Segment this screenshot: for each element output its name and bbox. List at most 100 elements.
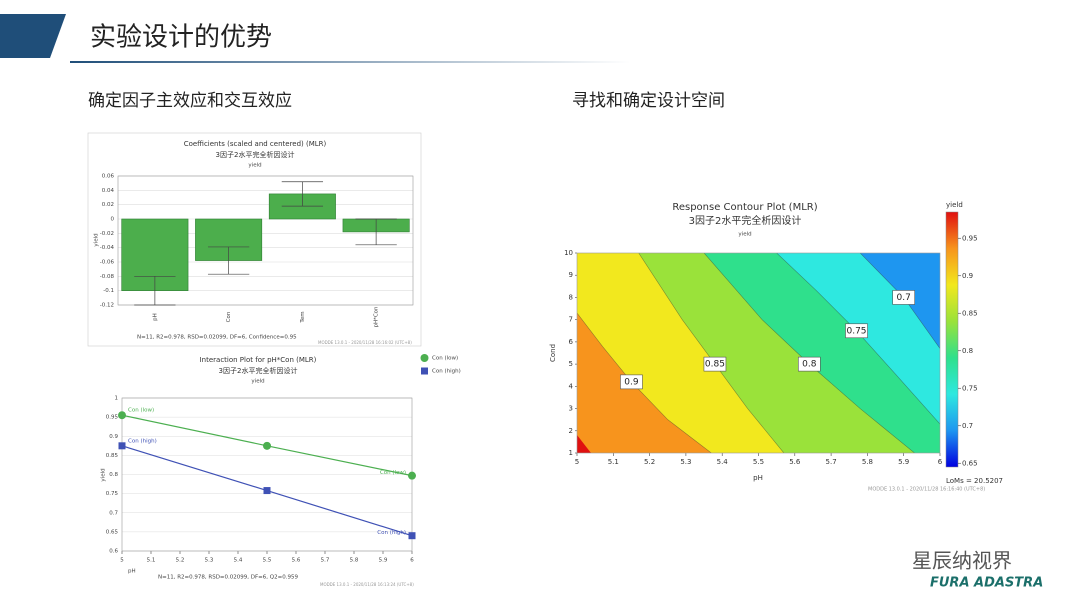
response-label: yield xyxy=(251,379,264,385)
colorbar-tick-label: 0.65 xyxy=(962,459,978,467)
x-tick-label: 5.7 xyxy=(321,558,330,564)
y-tick-label: 7 xyxy=(569,316,573,324)
y-tick-label: 0.7 xyxy=(109,510,118,516)
plot-frame xyxy=(576,252,941,454)
level-label: 0.9 xyxy=(624,377,639,387)
colorbar-tick-label: 0.75 xyxy=(962,384,978,392)
level-label-box xyxy=(892,290,916,305)
contour-chart: Response Contour Plot (MLR)3因子2水平完全析因设计 y… xyxy=(549,201,1003,493)
level-label-box xyxy=(845,323,868,339)
x-tick-label: 5.6 xyxy=(789,458,801,466)
coefficient-chart: Coefficients (scaled and centered) (MLR)… xyxy=(87,132,422,347)
x-tick-label: 5.7 xyxy=(826,458,837,466)
y-tick-label: 0.02 xyxy=(102,202,114,208)
marker xyxy=(408,471,416,480)
contour-corner xyxy=(577,435,591,453)
chart-title: Interaction Plot for pH*Con (MLR) xyxy=(200,356,317,364)
y-tick-label: 9 xyxy=(569,271,573,279)
y-tick-label: 0.6 xyxy=(109,549,118,555)
software: MODDE 13.0.1 - 2020/11/28 16:16:02 (UTC+… xyxy=(318,340,412,345)
point-label: Con (low) xyxy=(128,408,154,414)
level-label: 0.8 xyxy=(802,360,817,370)
header-rule xyxy=(70,61,630,63)
chart-subtitle: 3因子2水平完全析因设计 xyxy=(216,150,295,159)
x-tick-label: 5.5 xyxy=(753,458,764,466)
y-tick-label: 1 xyxy=(569,449,573,457)
y-tick-label: -0.04 xyxy=(100,245,115,251)
y-tick-label: -0.1 xyxy=(103,288,114,294)
y-tick-label: 5 xyxy=(569,360,573,368)
marker xyxy=(408,532,416,540)
x-tick-label: 5.1 xyxy=(147,558,156,564)
legend-marker xyxy=(420,354,429,362)
x-axis-label: pH xyxy=(753,474,763,482)
software: MODDE 13.0.1 - 2020/11/28 16:16:40 (UTC+… xyxy=(868,487,985,493)
colorbar xyxy=(945,211,959,468)
legend-label: Con (low) xyxy=(432,356,458,362)
y-tick-label: 0.95 xyxy=(106,415,119,421)
x-tick-label: Con xyxy=(226,311,232,322)
y-axis-label: Cond xyxy=(549,344,557,362)
chart-subtitle: 3因子2水平完全析因设计 xyxy=(219,366,298,375)
marker xyxy=(263,441,271,450)
level-label: 0.85 xyxy=(705,360,725,370)
y-tick-label: 0.85 xyxy=(106,453,119,459)
level-label: 0.7 xyxy=(897,293,911,303)
legend-marker xyxy=(421,367,428,375)
y-tick-label: 0.9 xyxy=(109,434,118,440)
x-axis-label: pH xyxy=(128,569,136,575)
y-tick-label: 0 xyxy=(111,217,115,223)
y-tick-label: 1 xyxy=(115,396,119,402)
colorbar-title: yield xyxy=(946,201,963,209)
y-tick-label: 0.65 xyxy=(106,529,119,535)
chart-frame xyxy=(87,132,422,347)
right-heading: 寻找和确定设计空间 xyxy=(572,91,725,111)
x-tick-label: 5.9 xyxy=(379,558,388,564)
x-tick-label: pH xyxy=(152,313,158,321)
x-tick-label: 5.8 xyxy=(350,558,359,564)
footnote: N=11, R2=0.978, RSD=0.02099, DF=6, Q2=0.… xyxy=(158,575,298,581)
chart-subtitle: 3因子2水平完全析因设计 xyxy=(689,214,802,227)
x-tick-label: 5.3 xyxy=(205,558,214,564)
x-tick-label: 5 xyxy=(120,558,124,564)
colorbar-tick-label: 0.9 xyxy=(962,272,973,280)
y-tick-label: 6 xyxy=(569,338,574,346)
contour-band xyxy=(860,253,940,349)
note: LoMs = 20.5207 xyxy=(946,477,1003,485)
slide-title: 实验设计的优势 xyxy=(90,23,272,53)
contour-area xyxy=(577,253,940,453)
x-tick-label: 5.2 xyxy=(644,458,655,466)
header-shape xyxy=(0,14,66,58)
level-label-box xyxy=(620,374,643,390)
colorbar-tick-label: 0.8 xyxy=(962,347,973,355)
brand: 星辰纳视界 xyxy=(912,549,1012,573)
left-heading: 确定因子主效应和交互效应 xyxy=(88,91,292,111)
footnote: N=11, R2=0.978, RSD=0.02099, DF=6, Confi… xyxy=(137,335,297,341)
colorbar-tick-label: 0.7 xyxy=(962,422,973,430)
plot-frame xyxy=(117,175,414,306)
logo: FURA ADASTRA xyxy=(930,576,1043,591)
y-tick-label: 0.06 xyxy=(102,174,115,180)
level-label-box xyxy=(703,356,727,372)
y-tick-label: 4 xyxy=(569,382,574,390)
response-label: yield xyxy=(248,163,261,169)
x-tick-label: Tem xyxy=(300,311,306,323)
x-tick-label: pH*Con xyxy=(374,306,380,328)
y-tick-label: 10 xyxy=(564,249,573,257)
y-axis-label: yield xyxy=(94,233,100,246)
interaction-chart: Interaction Plot for pH*Con (MLR) 3因子2水平完… xyxy=(101,354,461,587)
y-tick-label: 8 xyxy=(569,293,573,301)
y-tick-label: -0.08 xyxy=(100,274,115,280)
level-label-box xyxy=(798,356,821,372)
y-tick-label: 0.75 xyxy=(106,491,119,497)
point-label: Con (high) xyxy=(377,530,406,536)
x-tick-label: 5.3 xyxy=(680,458,691,466)
colorbar-tick-label: 0.85 xyxy=(962,309,978,317)
x-tick-label: 5.4 xyxy=(717,458,729,466)
y-tick-label: 0.04 xyxy=(102,188,115,194)
y-tick-label: 0.8 xyxy=(109,472,118,478)
x-tick-label: 5.5 xyxy=(263,558,272,564)
x-tick-label: 6 xyxy=(938,458,943,466)
marker xyxy=(118,411,126,420)
